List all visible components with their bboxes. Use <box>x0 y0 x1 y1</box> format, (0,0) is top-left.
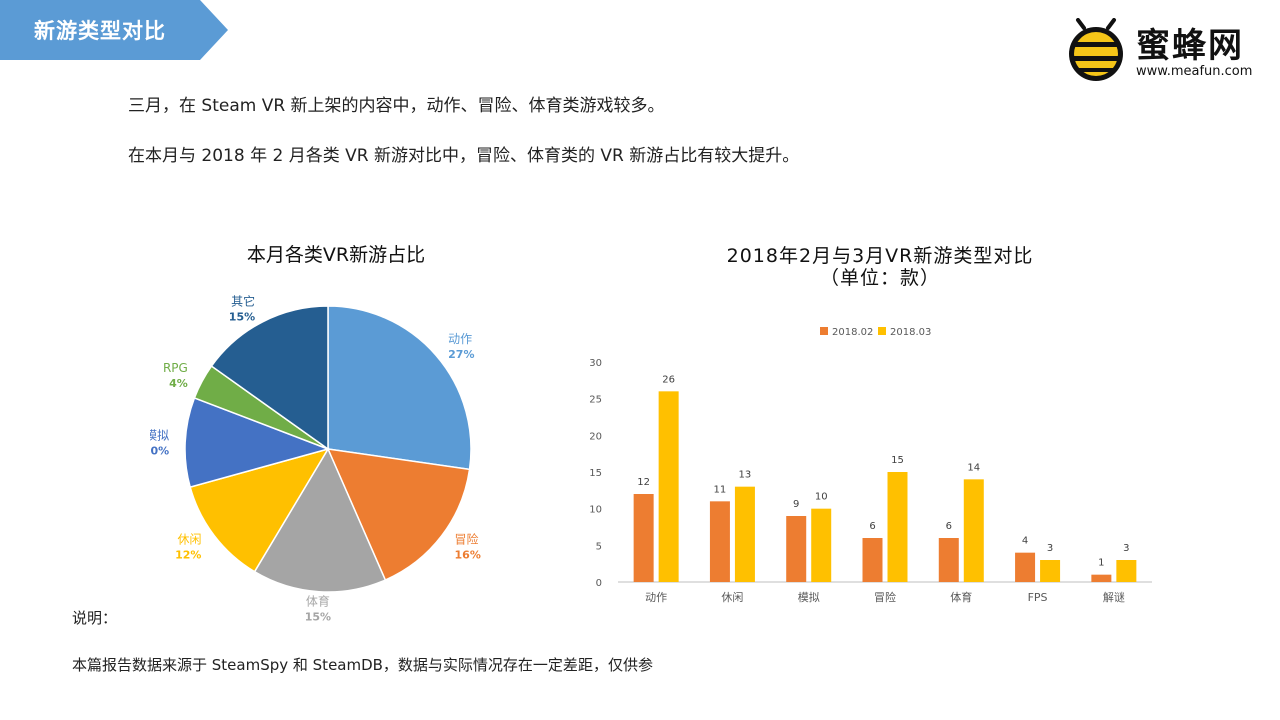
pie-label-0: 动作 <box>448 332 472 346</box>
logo-name: 蜜蜂网 <box>1136 26 1244 66</box>
summary-paragraph-1: 三月，在 Steam VR 新上架的内容中，动作、冒险、体育类游戏较多。 <box>128 96 665 116</box>
bar-2018.03-6 <box>1116 560 1137 582</box>
data-label-0-5: 4 <box>1022 536 1028 547</box>
pie-label-2: 体育 <box>306 594 330 609</box>
x-tick-4: 体育 <box>950 590 972 604</box>
bar-2018.02-2 <box>786 516 807 582</box>
bar-chart-title: 2018年2月与3月VR新游类型对比 （单位：款） <box>680 245 1080 289</box>
bee-icon <box>1069 18 1123 81</box>
logo-url: www.meafun.com <box>1136 64 1253 79</box>
x-tick-3: 冒险 <box>874 590 896 604</box>
data-label-1-4: 14 <box>967 462 980 473</box>
pie-label-6: 其它 <box>231 294 255 309</box>
y-tick-5: 25 <box>589 395 602 406</box>
bar-2018.03-1 <box>734 486 755 582</box>
y-tick-3: 15 <box>589 468 602 479</box>
data-label-0-6: 1 <box>1098 558 1104 569</box>
pie-slice-6 <box>210 305 329 451</box>
pie-pct-0: 27% <box>448 348 474 361</box>
bar-chart-subtitle: （单位：款） <box>819 267 940 289</box>
pie-slice-3 <box>189 447 330 573</box>
bar-chart: 2018.02 2018.030510152025301226动作1113休闲91… <box>589 327 1152 604</box>
bar-2018.02-4 <box>938 538 959 582</box>
data-label-0-2: 9 <box>793 499 799 510</box>
y-tick-6: 30 <box>589 358 602 369</box>
bar-2018.02-6 <box>1091 574 1112 582</box>
y-tick-1: 5 <box>596 541 602 552</box>
legend-swatch-0 <box>820 327 828 335</box>
note-label: 说明： <box>72 609 118 627</box>
data-label-1-1: 13 <box>739 470 752 481</box>
meafun-logo: 蜜蜂网 www.meafun.com <box>1064 14 1274 84</box>
section-banner: 新游类型对比 <box>0 0 230 60</box>
pie-label-1: 冒险 <box>455 531 479 546</box>
legend-label-1: 2018.03 <box>890 327 931 338</box>
summary-paragraph-2: 在本月与 2018 年 2 月各类 VR 新游对比中，冒险、体育类的 VR 新游… <box>128 146 800 166</box>
bar-2018.02-3 <box>862 538 883 582</box>
x-tick-1: 休闲 <box>721 590 743 604</box>
bar-2018.02-5 <box>1015 552 1036 582</box>
pie-label-3: 休闲 <box>177 532 201 546</box>
note-text: 本篇报告数据来源于 SteamSpy 和 SteamDB，数据与实际情况存在一定… <box>72 656 653 674</box>
data-label-1-3: 15 <box>891 455 904 466</box>
data-label-0-4: 6 <box>946 521 952 532</box>
x-tick-0: 动作 <box>645 591 667 604</box>
x-tick-6: 解谜 <box>1103 590 1125 604</box>
y-tick-2: 10 <box>589 505 602 516</box>
legend-swatch-1 <box>878 327 886 335</box>
bar-2018.03-3 <box>887 472 908 582</box>
pie-pct-2: 15% <box>305 611 331 624</box>
banner-shape <box>0 0 228 60</box>
bar-2018.02-1 <box>709 501 730 582</box>
bar-chart-title-line: 2018年2月与3月VR新游类型对比 <box>726 245 1034 267</box>
section-title: 新游类型对比 <box>34 19 166 43</box>
pie-slice-2 <box>253 447 387 593</box>
pie-slice-1 <box>326 448 471 581</box>
data-label-1-5: 3 <box>1047 543 1053 554</box>
bar-2018.03-5 <box>1040 560 1061 582</box>
data-label-0-1: 11 <box>714 484 727 495</box>
data-label-1-2: 10 <box>815 492 828 503</box>
data-label-0-3: 6 <box>869 521 875 532</box>
pie-pct-6: 15% <box>229 311 255 324</box>
pie-slice-0 <box>327 305 472 471</box>
pie-pct-1: 16% <box>455 548 481 561</box>
data-label-1-0: 26 <box>662 374 675 385</box>
x-tick-5: FPS <box>1028 591 1048 604</box>
pie-slice-4 <box>184 396 331 489</box>
y-tick-0: 0 <box>596 578 602 589</box>
pie-pct-4: 10% <box>150 444 169 457</box>
data-label-0-0: 12 <box>637 477 650 488</box>
pie-pct-5: 4% <box>169 377 188 390</box>
pie-chart-title: 本月各类VR新游占比 <box>246 244 426 266</box>
x-tick-2: 模拟 <box>798 590 820 604</box>
bar-2018.03-0 <box>658 391 679 582</box>
data-label-1-6: 3 <box>1123 543 1129 554</box>
pie-chart: 动作 27% 冒险 16% 体育 15% 休闲 12% 模拟 10% RPG 4% 其它 15% <box>150 294 481 624</box>
bar-2018.03-2 <box>811 508 832 582</box>
pie-label-4: 模拟 <box>150 428 169 442</box>
pie-label-5: RPG <box>163 361 188 375</box>
y-tick-4: 20 <box>589 431 602 442</box>
legend-label-0: 2018.02 <box>832 327 873 338</box>
bar-2018.03-4 <box>963 479 984 582</box>
bar-2018.02-0 <box>633 494 654 582</box>
pie-pct-3: 12% <box>175 548 201 561</box>
